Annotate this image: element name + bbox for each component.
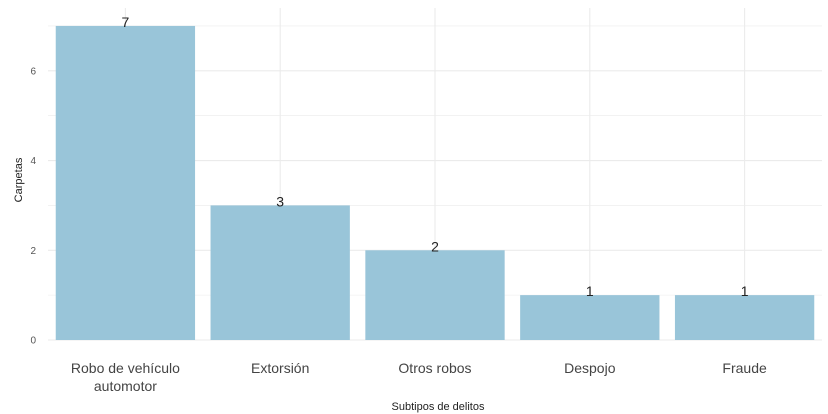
y-tick-label: 4 xyxy=(30,156,36,167)
y-axis-title: Carpetas xyxy=(13,157,25,202)
x-tick-label: Robo de vehículo automotor xyxy=(71,360,180,394)
x-tick-label: Despojo xyxy=(564,360,616,376)
x-tick-label: Fraude xyxy=(722,360,767,376)
bar xyxy=(55,25,196,340)
data-label: 2 xyxy=(431,238,439,254)
x-tick-label: Extorsión xyxy=(251,360,309,376)
data-label: 7 xyxy=(122,14,130,30)
data-labels: 7 3 2 1 1 xyxy=(122,14,749,299)
data-label: 3 xyxy=(276,193,284,209)
bar xyxy=(674,295,815,340)
y-tick-label: 2 xyxy=(30,246,36,257)
x-axis-title: Subtipos de delitos xyxy=(392,401,485,413)
y-tick-label: 0 xyxy=(30,336,36,347)
x-tick-label: Otros robos xyxy=(398,360,471,376)
bar xyxy=(520,295,660,340)
bar xyxy=(210,205,350,340)
data-label: 1 xyxy=(741,283,749,299)
y-tick-label: 6 xyxy=(30,66,36,77)
y-tick-labels: 0 2 4 6 xyxy=(30,66,36,346)
bar xyxy=(365,250,505,340)
data-label: 1 xyxy=(586,283,594,299)
x-tick-labels: Robo de vehículo automotor Extorsión Otros … xyxy=(71,360,767,394)
bars xyxy=(55,25,815,340)
